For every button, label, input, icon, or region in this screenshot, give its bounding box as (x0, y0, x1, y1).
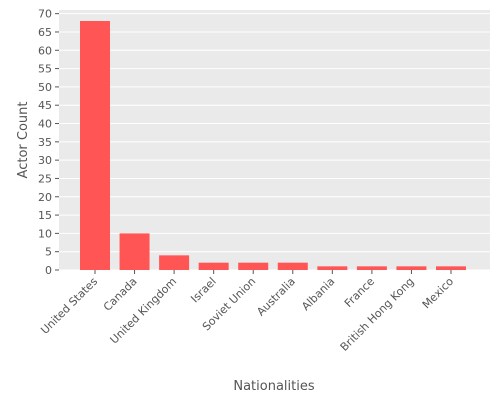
y-tick-label: 55 (38, 63, 52, 76)
x-tick-label: Israel (188, 275, 218, 305)
y-tick-label: 35 (38, 136, 52, 149)
bar-france (356, 266, 387, 270)
y-tick-label: 30 (38, 154, 52, 167)
plot-area (59, 10, 490, 270)
y-tick-label: 45 (38, 99, 52, 112)
x-tick-label: Albania (299, 275, 337, 313)
y-tick-label: 10 (38, 227, 52, 240)
x-tick-label: Australia (254, 275, 298, 319)
bar-british-hong-kong (396, 266, 427, 270)
x-axis-title: Nationalities (233, 379, 314, 394)
y-tick-label: 0 (45, 264, 52, 277)
x-tick-label: United States (38, 275, 100, 337)
x-tick-label: Canada (101, 275, 140, 314)
y-tick-label: 40 (38, 118, 52, 131)
bars (80, 20, 466, 270)
gridlines (59, 13, 490, 271)
x-tick-label: British Hong Kong (338, 275, 417, 354)
y-axis-title: Actor Count (16, 102, 31, 179)
y-tick-label: 25 (38, 172, 52, 185)
x-tick-label: France (342, 275, 377, 310)
y-tick-label: 70 (38, 8, 52, 21)
x-tick-label: Mexico (420, 275, 457, 312)
y-tick-label: 60 (38, 44, 52, 57)
y-tick-label: 20 (38, 191, 52, 204)
y-tick-label: 5 (45, 246, 52, 259)
bar-australia (277, 262, 308, 270)
bar-soviet-union (238, 262, 269, 270)
y-axis-ticks: 0 5 10 15 20 25 30 35 40 45 50 55 60 65 70 (38, 8, 59, 277)
bar-albania (317, 266, 348, 270)
bar-israel (198, 262, 229, 270)
bar-canada (119, 233, 150, 270)
y-tick-label: 50 (38, 81, 52, 94)
bar-united-kingdom (159, 255, 190, 270)
y-tick-label: 15 (38, 209, 52, 222)
bar-mexico (436, 266, 466, 270)
bar-united-states (80, 20, 110, 270)
y-tick-label: 65 (38, 26, 52, 39)
